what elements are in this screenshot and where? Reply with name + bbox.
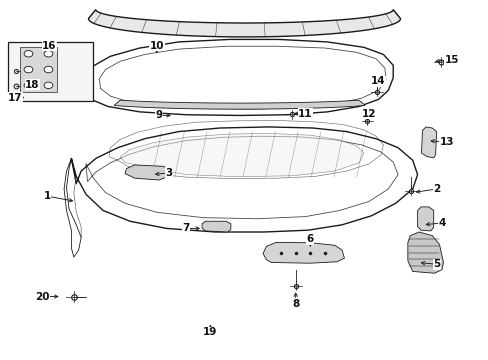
Polygon shape xyxy=(407,232,443,273)
Polygon shape xyxy=(88,10,400,37)
Text: 2: 2 xyxy=(432,184,440,194)
Text: 3: 3 xyxy=(165,168,172,178)
Polygon shape xyxy=(202,221,230,232)
Text: 14: 14 xyxy=(370,76,385,86)
Text: 16: 16 xyxy=(42,41,57,50)
Text: 15: 15 xyxy=(444,55,458,65)
Text: 8: 8 xyxy=(291,299,299,309)
Polygon shape xyxy=(114,100,365,109)
Circle shape xyxy=(24,82,33,89)
Text: 18: 18 xyxy=(25,80,40,90)
Circle shape xyxy=(24,66,33,73)
Text: 9: 9 xyxy=(155,111,163,121)
Text: 5: 5 xyxy=(432,259,440,269)
Circle shape xyxy=(24,50,33,57)
Text: 10: 10 xyxy=(149,41,163,50)
Polygon shape xyxy=(421,127,436,158)
Polygon shape xyxy=(125,165,168,180)
Text: 1: 1 xyxy=(43,191,51,201)
Text: 7: 7 xyxy=(182,224,189,233)
Circle shape xyxy=(44,82,53,89)
Polygon shape xyxy=(417,207,433,231)
Text: 12: 12 xyxy=(361,109,375,119)
Polygon shape xyxy=(263,242,344,263)
Circle shape xyxy=(44,66,53,73)
Text: 6: 6 xyxy=(306,234,313,244)
Polygon shape xyxy=(20,47,57,92)
Text: 19: 19 xyxy=(203,327,217,337)
Text: 13: 13 xyxy=(439,138,453,147)
Text: 20: 20 xyxy=(35,292,49,302)
Text: 4: 4 xyxy=(437,218,445,228)
Polygon shape xyxy=(120,134,363,177)
Text: 17: 17 xyxy=(8,93,22,103)
Text: 11: 11 xyxy=(298,109,312,119)
Circle shape xyxy=(44,50,53,57)
Bar xyxy=(8,42,93,101)
